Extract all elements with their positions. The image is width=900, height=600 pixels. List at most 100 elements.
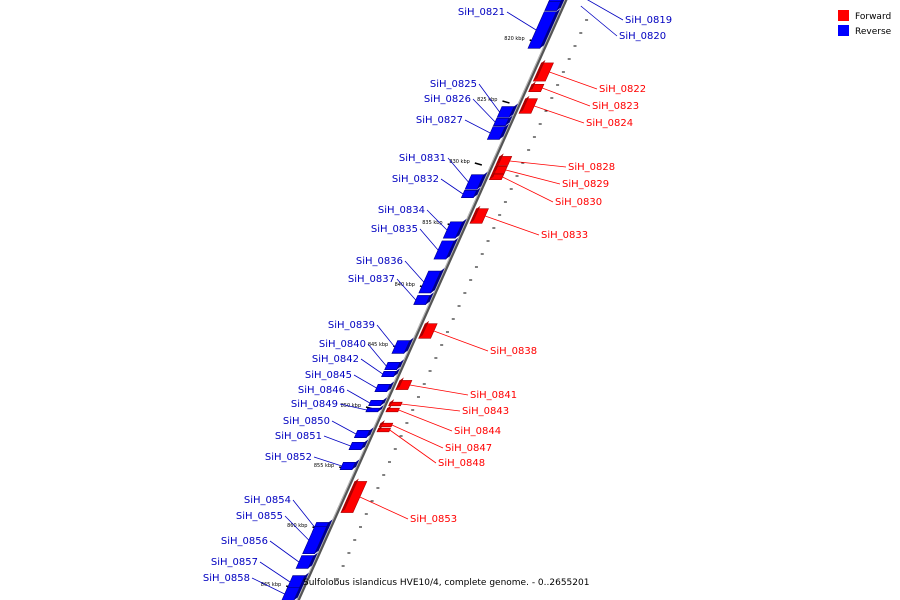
label-leader-line — [580, 5, 618, 37]
forward-gene-label[interactable]: SiH_0824 — [586, 118, 633, 129]
gene-block-shade — [403, 337, 414, 354]
forward-gene-label[interactable]: SiH_0853 — [410, 514, 457, 525]
forward-gene-label[interactable]: SiH_0847 — [445, 443, 492, 454]
gene-block-shade — [360, 439, 369, 450]
kbp-tick-label: 840 kbp — [395, 282, 415, 288]
label-leader-line — [502, 176, 554, 203]
reverse-gene-label[interactable]: SiH_0851 — [275, 431, 322, 442]
legend-forward-label: Forward — [855, 12, 891, 22]
reverse-gene-block — [381, 370, 397, 378]
label-leader-line — [426, 209, 448, 231]
label-leader-line — [259, 561, 291, 583]
label-leader-line — [396, 278, 417, 301]
gene-block-shade — [495, 153, 504, 166]
forward-gene-label[interactable]: SiH_0844 — [454, 426, 501, 437]
reverse-gene-label[interactable]: SiH_0849 — [291, 399, 338, 410]
forward-gene-label[interactable]: SiH_0833 — [541, 230, 588, 241]
forward-gene-label[interactable]: SiH_0823 — [592, 101, 639, 112]
gene-block-shade — [556, 0, 565, 11]
reverse-gene-label[interactable]: SiH_0846 — [298, 385, 345, 396]
legend-forward-swatch — [838, 10, 849, 21]
gene-block-shade — [473, 187, 481, 198]
reverse-gene-label[interactable]: SiH_0854 — [244, 495, 291, 506]
forward-gene-label[interactable]: SiH_0848 — [438, 458, 485, 469]
gene-block-shade — [393, 368, 400, 377]
reverse-gene-label[interactable]: SiH_0836 — [356, 256, 403, 267]
gene-block-shade — [425, 292, 434, 305]
forward-gene-label[interactable]: SiH_0830 — [555, 197, 602, 208]
legend-reverse-label: Reverse — [855, 27, 892, 37]
reverse-gene-block — [281, 587, 300, 600]
reverse-gene-label[interactable]: SiH_0850 — [283, 416, 330, 427]
reverse-gene-label[interactable]: SiH_0839 — [328, 320, 375, 331]
label-leader-line — [419, 228, 439, 251]
label-leader-line — [323, 435, 351, 447]
reverse-gene-label[interactable]: SiH_0835 — [371, 224, 418, 235]
label-leader-line — [506, 11, 537, 31]
kbp-tick-label: 825 kbp — [477, 97, 497, 103]
label-leader-line — [331, 420, 357, 435]
reverse-gene-label[interactable]: SiH_0857 — [211, 557, 258, 568]
reverse-gene-label[interactable]: SiH_0855 — [236, 511, 283, 522]
genome-backbone — [296, 0, 568, 600]
label-leader-line — [542, 87, 591, 107]
gene-block-shade — [533, 59, 546, 82]
label-leader-line — [251, 577, 285, 595]
reverse-gene-label[interactable]: SiH_0840 — [319, 339, 366, 350]
gene-block-shade — [380, 397, 388, 406]
reverse-gene-label[interactable]: SiH_0837 — [348, 274, 395, 285]
reverse-gene-label[interactable]: SiH_0825 — [430, 79, 477, 90]
gene-block-shade — [395, 377, 404, 390]
reverse-gene-label[interactable]: SiH_0842 — [312, 354, 359, 365]
label-leader-line — [549, 71, 598, 90]
reverse-gene-block — [368, 399, 384, 407]
label-leader-line — [472, 98, 496, 123]
forward-gene-label[interactable]: SiH_0841 — [470, 390, 517, 401]
reverse-gene-label[interactable]: SiH_0832 — [392, 174, 439, 185]
gene-block-shade — [293, 584, 304, 600]
label-leader-line — [464, 119, 491, 134]
gene-block-shade — [489, 171, 496, 180]
label-leader-line — [398, 409, 453, 432]
label-leader-line — [389, 429, 437, 464]
ruler-dots — [335, 19, 589, 580]
kbp-ticks: 820 kbp 825 kbp 830 kbp 835 kbp 840 kbp 845 k… — [261, 36, 537, 589]
label-leader-line — [534, 105, 585, 124]
gene-block-shade — [469, 205, 481, 224]
kbp-tick-label: 845 kbp — [368, 342, 388, 348]
reverse-gene-label[interactable]: SiH_0856 — [221, 536, 268, 547]
backbone-highlight — [296, 0, 566, 600]
label-leader-line — [505, 169, 561, 185]
reverse-gene-label[interactable]: SiH_0858 — [203, 573, 250, 584]
label-leader-line — [292, 499, 315, 528]
label-leader-lines — [251, 0, 624, 595]
forward-gene-label[interactable]: SiH_0829 — [562, 179, 609, 190]
reverse-gene-label[interactable]: SiH_0819 — [625, 15, 672, 26]
gene-block-shade — [528, 81, 536, 92]
reverse-gene-label[interactable]: SiH_0834 — [378, 205, 425, 216]
gene-block-shade — [492, 163, 500, 174]
reverse-gene-label[interactable]: SiH_0845 — [305, 370, 352, 381]
kbp-tick-label: 850 kbp — [341, 403, 361, 409]
reverse-gene-label[interactable]: SiH_0827 — [416, 115, 463, 126]
forward-gene-label[interactable]: SiH_0822 — [599, 84, 646, 95]
forward-gene-label[interactable]: SiH_0838 — [490, 346, 537, 357]
kbp-tick-label: 865 kbp — [261, 582, 281, 588]
label-leader-line — [391, 424, 444, 449]
reverse-gene-label[interactable]: SiH_0820 — [619, 31, 666, 42]
reverse-gene-label[interactable]: SiH_0831 — [399, 153, 446, 164]
forward-gene-label[interactable]: SiH_0843 — [462, 406, 509, 417]
backbone-line — [296, 0, 568, 600]
reverse-gene-label[interactable]: SiH_0852 — [265, 452, 312, 463]
reverse-gene-label[interactable]: SiH_0826 — [424, 94, 471, 105]
forward-gene-label[interactable]: SiH_0828 — [568, 162, 615, 173]
gene-block-shade — [430, 268, 445, 293]
gene-block-shade — [377, 405, 384, 412]
kbp-tick-label: 835 kbp — [422, 220, 442, 226]
reverse-gene-label[interactable]: SiH_0821 — [458, 7, 505, 18]
label-leader-line — [313, 456, 342, 467]
label-leader-line — [376, 324, 396, 348]
label-leader-line — [509, 160, 567, 168]
label-leader-line — [360, 358, 383, 375]
kbp-tick-mark — [502, 100, 510, 104]
